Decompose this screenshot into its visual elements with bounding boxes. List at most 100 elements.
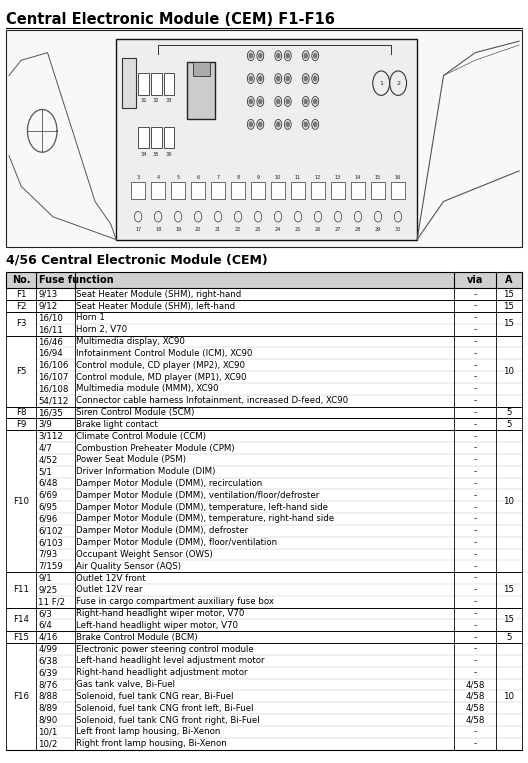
Text: 54/112: 54/112 bbox=[39, 396, 69, 405]
Text: Left front lamp housing, Bi-Xenon: Left front lamp housing, Bi-Xenon bbox=[77, 727, 221, 736]
Text: 15: 15 bbox=[503, 585, 514, 594]
Text: 10/1: 10/1 bbox=[39, 727, 58, 736]
Text: 32: 32 bbox=[153, 98, 159, 104]
Bar bbox=[138, 73, 149, 95]
Text: -: - bbox=[473, 727, 476, 736]
Bar bbox=[164, 127, 174, 148]
Circle shape bbox=[277, 53, 280, 58]
Text: Fuse function: Fuse function bbox=[39, 275, 114, 285]
Bar bbox=[151, 127, 162, 148]
Text: 11: 11 bbox=[295, 175, 301, 180]
Text: 5: 5 bbox=[176, 175, 180, 180]
Circle shape bbox=[314, 53, 317, 58]
Text: 16/46: 16/46 bbox=[39, 337, 63, 346]
Text: 12: 12 bbox=[315, 175, 321, 180]
Text: Horn 1: Horn 1 bbox=[77, 314, 105, 323]
Bar bbox=[193, 62, 210, 76]
Text: Damper Motor Module (DMM), temperature, left-hand side: Damper Motor Module (DMM), temperature, … bbox=[77, 503, 328, 512]
Text: F3: F3 bbox=[16, 320, 26, 328]
Text: Seat Heater Module (SHM), right-hand: Seat Heater Module (SHM), right-hand bbox=[77, 290, 242, 299]
Text: -: - bbox=[473, 290, 476, 299]
Text: 9/1: 9/1 bbox=[39, 574, 52, 583]
Text: 28: 28 bbox=[355, 227, 361, 232]
Text: 15: 15 bbox=[375, 175, 381, 180]
Text: Control module, CD player (MP2), XC90: Control module, CD player (MP2), XC90 bbox=[77, 361, 246, 370]
Text: 16/108: 16/108 bbox=[39, 385, 69, 394]
Text: 4/52: 4/52 bbox=[39, 456, 58, 465]
Circle shape bbox=[259, 53, 262, 58]
Circle shape bbox=[314, 76, 317, 81]
Text: Damper Motor Module (DMM), defroster: Damper Motor Module (DMM), defroster bbox=[77, 526, 249, 536]
Text: Control module, MD player (MP1), XC90: Control module, MD player (MP1), XC90 bbox=[77, 372, 247, 382]
Text: 8/89: 8/89 bbox=[39, 703, 58, 713]
Text: Driver Information Module (DIM): Driver Information Module (DIM) bbox=[77, 467, 216, 476]
Bar bbox=[6, 272, 522, 288]
Text: 16/11: 16/11 bbox=[39, 325, 63, 334]
Bar bbox=[331, 182, 345, 199]
Text: Damper Motor Module (DMM), temperature, right-hand side: Damper Motor Module (DMM), temperature, … bbox=[77, 514, 335, 523]
Text: -: - bbox=[473, 361, 476, 370]
Text: 13: 13 bbox=[335, 175, 341, 180]
Text: Outlet 12V front: Outlet 12V front bbox=[77, 574, 146, 583]
Bar bbox=[391, 182, 405, 199]
Text: 10: 10 bbox=[503, 367, 514, 375]
Text: 26: 26 bbox=[315, 227, 321, 232]
Text: -: - bbox=[473, 597, 476, 607]
Text: 6/48: 6/48 bbox=[39, 479, 58, 488]
Text: Outlet 12V rear: Outlet 12V rear bbox=[77, 585, 143, 594]
Text: Solenoid, fuel tank CNG front left, Bi-Fuel: Solenoid, fuel tank CNG front left, Bi-F… bbox=[77, 703, 254, 713]
Text: 19: 19 bbox=[175, 227, 181, 232]
Text: -: - bbox=[473, 526, 476, 536]
Text: Damper Motor Module (DMM), floor/ventilation: Damper Motor Module (DMM), floor/ventila… bbox=[77, 538, 278, 547]
Text: 15: 15 bbox=[503, 290, 514, 299]
Circle shape bbox=[259, 99, 262, 104]
Text: Electronic power steering control module: Electronic power steering control module bbox=[77, 645, 254, 654]
Text: 10: 10 bbox=[275, 175, 281, 180]
Circle shape bbox=[304, 53, 307, 58]
Text: 27: 27 bbox=[335, 227, 341, 232]
Text: -: - bbox=[473, 645, 476, 654]
Bar bbox=[171, 182, 185, 199]
Text: -: - bbox=[473, 408, 476, 417]
Text: Solenoid, fuel tank CNG rear, Bi-Fuel: Solenoid, fuel tank CNG rear, Bi-Fuel bbox=[77, 692, 234, 701]
Bar bbox=[131, 182, 145, 199]
Text: via: via bbox=[467, 275, 483, 285]
Text: 9: 9 bbox=[257, 175, 260, 180]
Text: Climate Control Module (CCM): Climate Control Module (CCM) bbox=[77, 432, 206, 441]
Text: Solenoid, fuel tank CNG front right, Bi-Fuel: Solenoid, fuel tank CNG front right, Bi-… bbox=[77, 716, 260, 725]
Text: -: - bbox=[473, 467, 476, 476]
Text: -: - bbox=[473, 562, 476, 571]
Text: 4/58: 4/58 bbox=[465, 703, 485, 713]
Text: 6: 6 bbox=[196, 175, 200, 180]
Text: 8/90: 8/90 bbox=[39, 716, 58, 725]
Circle shape bbox=[249, 76, 252, 81]
Bar bbox=[138, 127, 149, 148]
Text: -: - bbox=[473, 385, 476, 394]
Text: 4/56 Central Electronic Module (CEM): 4/56 Central Electronic Module (CEM) bbox=[6, 253, 268, 266]
Circle shape bbox=[259, 122, 262, 127]
Text: -: - bbox=[473, 432, 476, 441]
Text: 16: 16 bbox=[395, 175, 401, 180]
Bar bbox=[151, 73, 162, 95]
Text: -: - bbox=[473, 574, 476, 583]
Text: 6/95: 6/95 bbox=[39, 503, 58, 512]
Text: 30: 30 bbox=[395, 227, 401, 232]
Circle shape bbox=[314, 122, 317, 127]
Text: 16/94: 16/94 bbox=[39, 349, 63, 358]
Text: -: - bbox=[473, 314, 476, 323]
Circle shape bbox=[249, 53, 252, 58]
Text: Power Seat Module (PSM): Power Seat Module (PSM) bbox=[77, 456, 186, 465]
Text: F5: F5 bbox=[16, 367, 26, 375]
Text: 18: 18 bbox=[155, 227, 161, 232]
Text: 10: 10 bbox=[503, 497, 514, 506]
Text: Siren Control Module (SCM): Siren Control Module (SCM) bbox=[77, 408, 195, 417]
Text: F14: F14 bbox=[13, 615, 29, 624]
Text: 6/69: 6/69 bbox=[39, 491, 58, 500]
Text: 25: 25 bbox=[295, 227, 301, 232]
Bar bbox=[191, 182, 205, 199]
Bar bbox=[271, 182, 285, 199]
Text: 8: 8 bbox=[237, 175, 240, 180]
Text: -: - bbox=[473, 503, 476, 512]
Text: -: - bbox=[473, 443, 476, 452]
Text: Right front lamp housing, Bi-Xenon: Right front lamp housing, Bi-Xenon bbox=[77, 739, 227, 749]
